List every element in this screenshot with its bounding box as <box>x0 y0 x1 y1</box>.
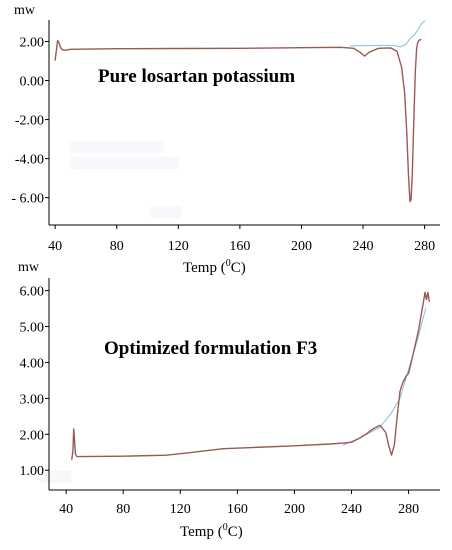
y-tick-label: - 6.00 <box>11 192 44 207</box>
svg-text:▒▒▒▒: ▒▒▒▒ <box>40 470 71 483</box>
chart-title: Pure losartan potassium <box>98 66 295 87</box>
x-tick-label: 120 <box>168 239 189 254</box>
y-tick-label: 5.00 <box>20 321 45 336</box>
x-tick-label: 40 <box>48 239 62 254</box>
panel-pure-losartan: mw 2.00 0.00 -2.00 -4.00 - 6.00 40 80 120 160 20… <box>11 3 440 276</box>
y-tick-label: -4.00 <box>15 153 44 168</box>
y-tick-label: 2.00 <box>20 428 45 443</box>
x-tick-label: 280 <box>398 502 419 517</box>
x-tick-label: 240 <box>353 239 374 254</box>
x-tick-label: 40 <box>59 502 73 517</box>
x-axis-label: Temp (0C) <box>180 522 243 540</box>
x-tick-label: 160 <box>227 502 248 517</box>
y-unit-label: mw <box>18 260 40 275</box>
background-ghost-text: ▒▒▒▒▒▒▒▒▒▒▒▒ ▒▒▒▒▒▒▒▒▒▒▒▒▒▒ ▒▒▒▒ ▒▒▒▒ <box>40 140 181 483</box>
y-tick-label: 0.00 <box>20 75 45 90</box>
baseline-curve <box>342 307 427 446</box>
x-tick-label: 80 <box>116 502 130 517</box>
baseline-curve <box>350 20 426 48</box>
y-unit-label: mw <box>14 3 36 18</box>
x-tick-label: 200 <box>291 239 312 254</box>
svg-text:▒▒▒▒: ▒▒▒▒ <box>150 205 181 218</box>
x-tick-label: 280 <box>414 239 435 254</box>
thermogram-curve <box>71 291 430 461</box>
x-tick-label: 80 <box>110 239 124 254</box>
thermogram-curve <box>54 38 422 203</box>
chart-title: Optimized formulation F3 <box>104 338 317 359</box>
y-tick-label: 6.00 <box>20 285 45 300</box>
y-tick-label: 3.00 <box>20 392 45 407</box>
x-tick-label: 160 <box>229 239 250 254</box>
svg-text:▒▒▒▒▒▒▒▒▒▒▒▒: ▒▒▒▒▒▒▒▒▒▒▒▒ <box>70 140 164 153</box>
svg-text:▒▒▒▒▒▒▒▒▒▒▒▒▒▒: ▒▒▒▒▒▒▒▒▒▒▒▒▒▒ <box>70 156 179 169</box>
y-tick-label: 2.00 <box>20 35 45 50</box>
panel-optimized-f3: mw 1.00 2.00 3.00 4.00 5.00 6.00 40 80 120 160 20… <box>18 260 440 540</box>
x-tick-label: 200 <box>284 502 305 517</box>
x-axis-label: Temp (0C) <box>183 258 246 276</box>
y-tick-label: 1.00 <box>20 464 45 479</box>
x-tick-label: 120 <box>170 502 191 517</box>
y-tick-label: -2.00 <box>15 114 44 129</box>
y-tick-label: 4.00 <box>20 356 45 371</box>
x-tick-label: 240 <box>341 502 362 517</box>
